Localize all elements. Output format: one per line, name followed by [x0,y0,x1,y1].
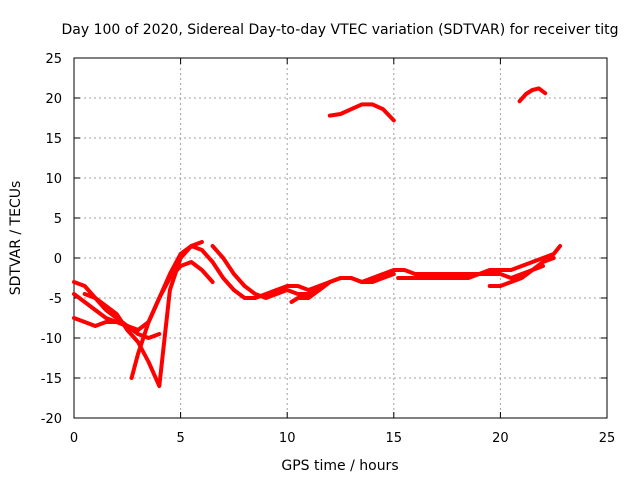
y-tick-label: 5 [54,212,62,227]
series-arc-8 [396,264,545,280]
x-tick-labels: 0 5 10 15 20 25 [70,431,615,446]
x-axis-label: GPS time / hours [281,458,398,474]
y-tick-label: 10 [45,172,62,187]
y-tick-label: 15 [45,132,62,147]
y-tick-label: 20 [45,92,62,107]
x-tick-label: 25 [599,431,616,446]
y-tick-label: 0 [54,252,62,267]
series-arc-10 [327,102,396,123]
ticks [73,57,608,419]
y-axis-label: SDTVAR / TECUs [8,181,24,296]
series-arc-4 [129,260,215,380]
series-arc-6 [210,244,563,300]
chart-title: Day 100 of 2020, Sidereal Day-to-day VTE… [62,22,619,38]
series-group [72,86,563,388]
series-arc-5 [82,240,204,388]
y-tick-label: -15 [41,372,62,387]
y-tick-labels: -20 -15 -10 -5 0 5 10 15 20 25 [41,52,62,427]
series-arc-9 [487,256,556,288]
x-tick-label: 0 [70,431,78,446]
series-arc-2 [72,244,396,332]
series-arc-3 [72,316,140,332]
x-tick-label: 5 [176,431,184,446]
y-tick-label: -10 [41,332,62,347]
x-tick-label: 20 [492,431,509,446]
y-tick-label: -5 [49,292,62,307]
x-tick-label: 10 [279,431,296,446]
plot-frame [73,57,608,419]
series-arc-7 [289,280,332,304]
y-tick-label: 25 [45,52,62,67]
series-arc-11 [517,86,548,104]
y-tick-label: -20 [41,412,62,427]
x-tick-label: 15 [386,431,403,446]
